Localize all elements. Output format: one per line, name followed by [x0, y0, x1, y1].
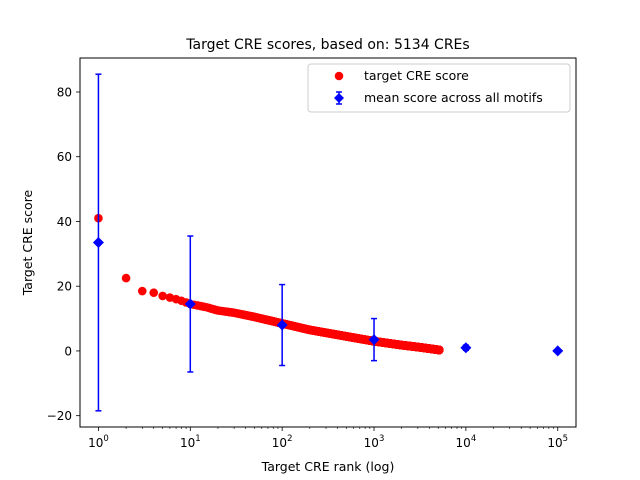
target-cre-score-point: [137, 286, 147, 296]
target-cre-score-point: [121, 273, 131, 283]
target-cre-score-point: [158, 291, 167, 301]
target-cre-score-series: [94, 213, 444, 355]
target-cre-score-point: [149, 288, 159, 297]
